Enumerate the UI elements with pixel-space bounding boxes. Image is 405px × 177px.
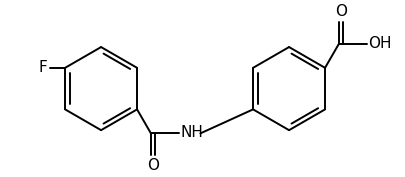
Text: O: O [335,4,347,19]
Text: NH: NH [181,125,203,140]
Text: F: F [38,60,47,75]
Text: O: O [147,158,159,173]
Text: OH: OH [369,36,392,51]
